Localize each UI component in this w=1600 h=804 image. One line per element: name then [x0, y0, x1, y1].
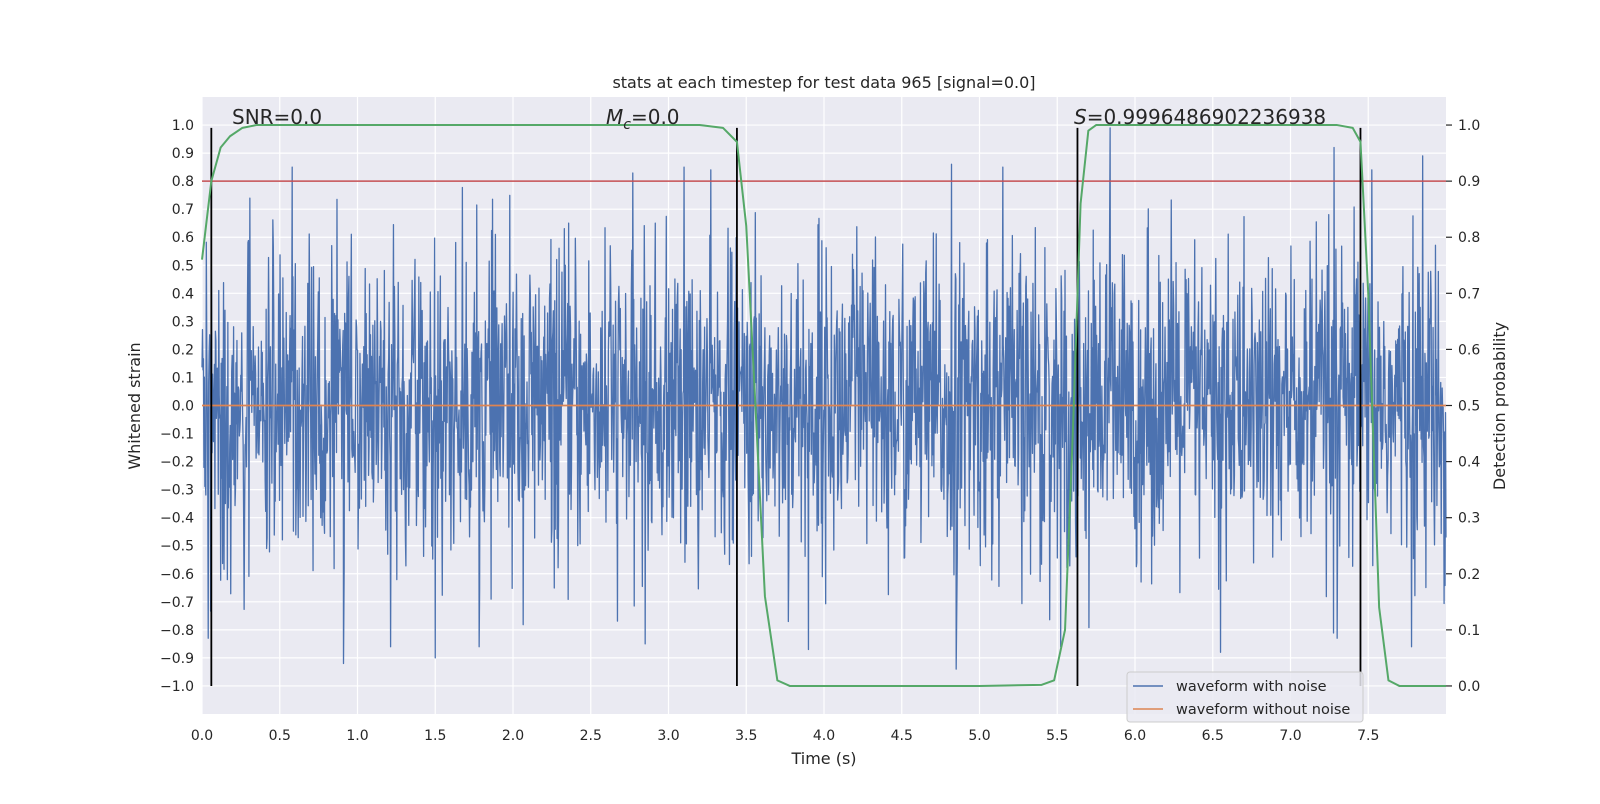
- s-symbol: S: [1074, 105, 1087, 129]
- s-value: =0.9996486902236938: [1087, 105, 1326, 129]
- y-tick-label: 0.3: [172, 314, 194, 330]
- y2-tick-label: 0.4: [1458, 455, 1480, 471]
- detection-probability-series: [201, 124, 1446, 687]
- y-axis-label: Whitened strain: [125, 342, 144, 469]
- y2-tick-label: 0.5: [1458, 399, 1480, 415]
- y2-tick-label: 0.2: [1458, 567, 1480, 583]
- y2-tick-label: 0.6: [1458, 342, 1480, 358]
- y2-tick-label: 0.1: [1458, 623, 1480, 639]
- y-tick-label: −0.6: [160, 567, 194, 583]
- y-tick-label: 0.1: [172, 370, 194, 386]
- y-tick-label: 0.0: [172, 399, 194, 415]
- y-tick-label: 0.6: [172, 230, 194, 246]
- mc-value: =0.0: [631, 105, 680, 129]
- noise-waveform-series: [201, 127, 1447, 670]
- noise-waveform-line: [201, 127, 1447, 670]
- legend-label-noise: waveform with noise: [1176, 679, 1327, 695]
- y-tick-label: 1.0: [172, 118, 194, 134]
- x-axis-ticks: 0.0 0.5 1.0 1.5 2.0 2.5 3.0 3.5 4.0 4.5 5.0 5.5 6.0 6…: [191, 728, 1380, 744]
- mc-symbol: M: [606, 105, 623, 129]
- x-tick-label: 6.5: [1202, 728, 1224, 744]
- y2-tick-label: 0.7: [1458, 286, 1480, 302]
- x-tick-label: 4.0: [813, 728, 835, 744]
- y-tick-label: 0.7: [172, 202, 194, 218]
- x-tick-label: 0.0: [191, 728, 213, 744]
- y2-tick-label: 0.3: [1458, 511, 1480, 527]
- x-tick-label: 1.5: [424, 728, 446, 744]
- y-tick-label: −1.0: [160, 679, 194, 695]
- x-tick-label: 5.0: [968, 728, 990, 744]
- y2-tick-label: 0.8: [1458, 230, 1480, 246]
- x-tick-label: 4.5: [891, 728, 913, 744]
- detection-probability-line: [201, 124, 1446, 687]
- mc-subscript: c: [623, 117, 631, 133]
- x-tick-label: 5.5: [1046, 728, 1068, 744]
- y2-axis-ticks: 1.0 0.9 0.8 0.7 0.6 0.5 0.4 0.3 0.2 0.1 0.0: [1446, 118, 1480, 695]
- x-tick-label: 3.5: [735, 728, 757, 744]
- y-tick-label: −0.4: [160, 511, 194, 527]
- y-tick-label: −0.5: [160, 539, 194, 555]
- legend: waveform with noise waveform without noi…: [1126, 671, 1364, 723]
- x-tick-label: 1.0: [346, 728, 368, 744]
- y-tick-label: −0.3: [160, 483, 194, 499]
- chart-title: stats at each timestep for test data 965…: [612, 73, 1035, 92]
- y-tick-label: −0.2: [160, 455, 194, 471]
- y-tick-label: 0.8: [172, 174, 194, 190]
- annotation-score: S=0.9996486902236938: [1074, 105, 1326, 129]
- x-tick-label: 2.0: [502, 728, 524, 744]
- annotation-snr: SNR=0.0: [232, 105, 322, 129]
- x-tick-label: 6.0: [1124, 728, 1146, 744]
- legend-box: [1126, 671, 1364, 723]
- x-tick-label: 3.0: [657, 728, 679, 744]
- y2-tick-label: 0.0: [1458, 679, 1480, 695]
- y-tick-label: 0.5: [172, 258, 194, 274]
- y-tick-label: 0.9: [172, 146, 194, 162]
- y2-tick-label: 0.9: [1458, 174, 1480, 190]
- x-tick-label: 7.0: [1279, 728, 1301, 744]
- y-axis-ticks: 1.0 0.9 0.8 0.7 0.6 0.5 0.4 0.3 0.2 0.1 0.0 −0.1 −0.…: [160, 118, 194, 695]
- y-tick-label: −0.9: [160, 651, 194, 667]
- y-tick-label: 0.4: [172, 286, 194, 302]
- y-tick-label: 0.2: [172, 342, 194, 358]
- y2-axis-label: Detection probability: [1490, 322, 1509, 490]
- x-tick-label: 2.5: [580, 728, 602, 744]
- x-tick-label: 7.5: [1357, 728, 1379, 744]
- y2-tick-label: 1.0: [1458, 118, 1480, 134]
- y-tick-label: −0.7: [160, 595, 194, 611]
- y-tick-label: −0.8: [160, 623, 194, 639]
- annotation-chirp-mass: Mc=0.0: [606, 105, 680, 133]
- x-axis-label: Time (s): [790, 749, 856, 768]
- legend-label-clean: waveform without noise: [1176, 702, 1350, 718]
- x-tick-label: 0.5: [269, 728, 291, 744]
- y-tick-label: −0.1: [160, 427, 194, 443]
- vertical-markers: [210, 127, 1362, 686]
